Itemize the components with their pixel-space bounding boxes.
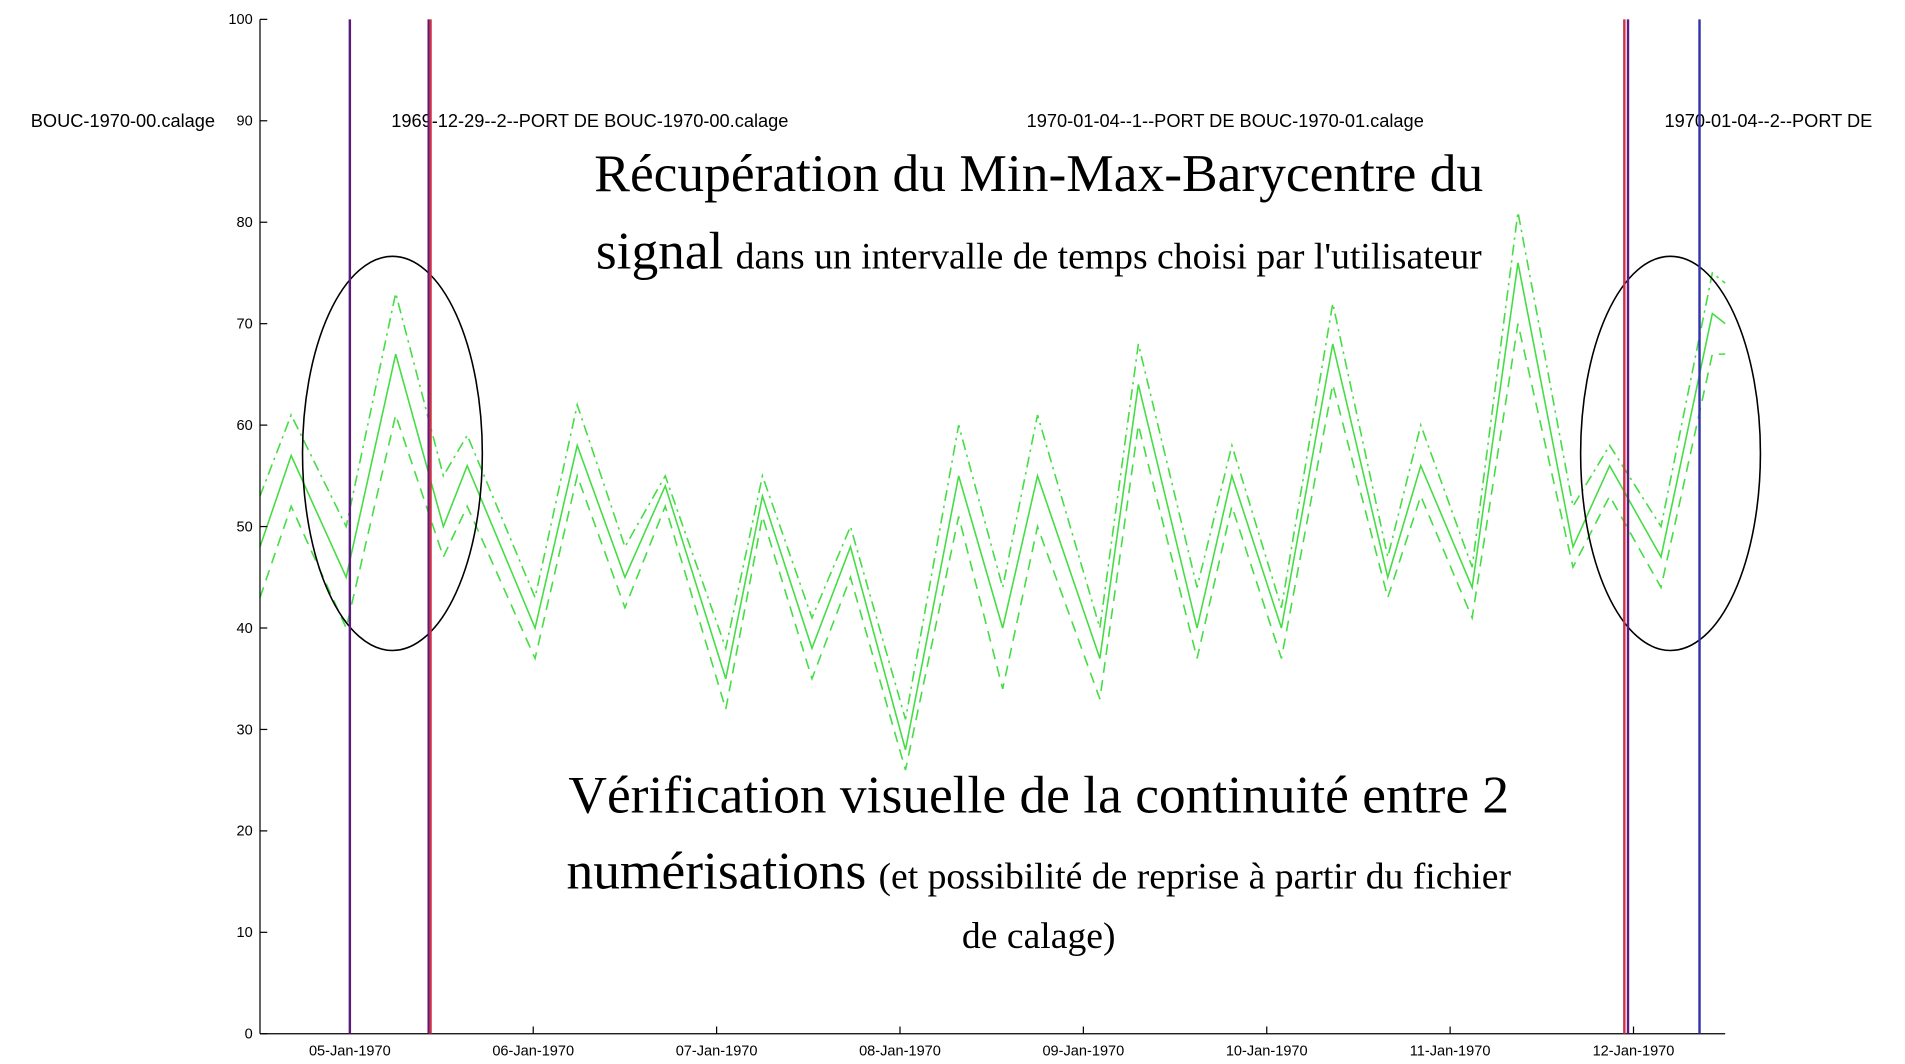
y-tick-label: 70 [236, 317, 252, 333]
file-label: 1969-12-29--2--PORT DE BOUC-1970-00.cala… [391, 111, 788, 131]
x-tick-label: 05-Jan-1970 [309, 1044, 391, 1060]
annotation: Vérification visuelle de la continuité e… [568, 765, 1509, 825]
series-line [259, 323, 1726, 771]
x-tick-label: 11-Jan-1970 [1410, 1044, 1491, 1060]
file-label: 1970-01-04--1--PORT DE BOUC-1970-01.cala… [1027, 111, 1424, 131]
x-tick-label: 12-Jan-1970 [1593, 1044, 1675, 1060]
y-tick-label: 20 [236, 824, 252, 840]
y-tick-label: 90 [236, 114, 252, 130]
y-tick-label: 100 [228, 12, 252, 28]
series-line [259, 211, 1726, 720]
annotation-part: signal [596, 221, 724, 281]
annotation-part: numérisations [566, 841, 866, 901]
y-tick-label: 80 [236, 215, 252, 231]
y-tick-label: 0 [245, 1027, 253, 1043]
plot [259, 211, 1726, 771]
annotation: Récupération du Min-Max-Barycentre du [594, 143, 1483, 203]
file-label: 1970-01-04--2--PORT DE [1664, 111, 1872, 131]
y-tick-label: 30 [236, 722, 252, 738]
annotation: de calage) [962, 916, 1116, 957]
annotation: numérisations (et possibilité de reprise … [566, 841, 1511, 901]
y-tick-label: 10 [236, 925, 252, 941]
y-tick-label: 50 [236, 519, 252, 535]
x-tick-label: 10-Jan-1970 [1226, 1044, 1308, 1060]
y-tick-label: 40 [236, 621, 252, 637]
series-line [259, 262, 1726, 750]
x-tick-label: 09-Jan-1970 [1042, 1044, 1124, 1060]
y-tick-label: 60 [236, 418, 252, 434]
annotation: signal dans un intervalle de temps choisi… [596, 221, 1482, 281]
x-tick-label: 08-Jan-1970 [859, 1044, 941, 1060]
annotation-part: (et possibilité de reprise à partir du f… [878, 857, 1511, 898]
highlight-ellipse [1579, 255, 1762, 652]
file-label: BOUC-1970-00.calage [31, 111, 215, 131]
x-tick-label: 07-Jan-1970 [676, 1044, 758, 1060]
highlight-ellipse [301, 255, 484, 652]
annotation-part: dans un intervalle de temps choisi par l… [736, 236, 1483, 277]
x-tick-label: 06-Jan-1970 [492, 1044, 574, 1060]
